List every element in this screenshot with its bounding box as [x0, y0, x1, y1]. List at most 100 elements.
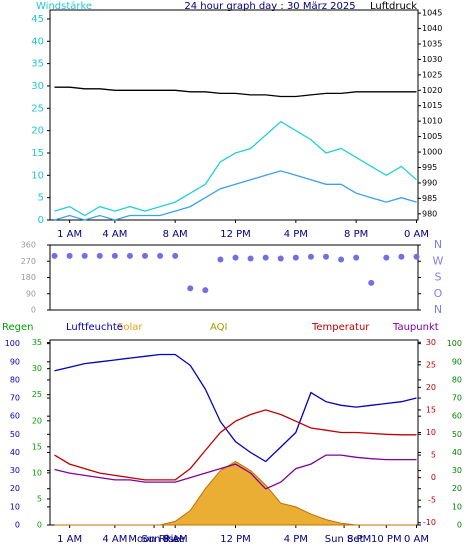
y-tick-label: 70	[452, 394, 462, 403]
y-tick-label: 20	[31, 126, 44, 137]
y-tick-label: 40	[31, 36, 44, 47]
y-tick-label: 985	[422, 194, 437, 203]
y-tick-label: 30	[31, 81, 44, 92]
y-tick-label: 5	[37, 494, 42, 503]
point	[368, 279, 375, 286]
y-tick-label: 30	[426, 338, 436, 347]
y-tick-label: 5	[38, 193, 44, 204]
y-tick-label: 0	[31, 306, 36, 315]
point	[247, 255, 254, 262]
y-tick-label: 1040	[422, 24, 442, 33]
line	[54, 454, 417, 490]
y-tick-label: 50	[10, 430, 20, 439]
y-tick-label: 50	[452, 430, 462, 439]
y-tick-label: O	[434, 287, 443, 300]
x-tick-label: 4 AM	[102, 534, 127, 545]
legend-label: Luftfeuchte	[66, 322, 123, 333]
line	[54, 86, 417, 98]
y-tick-label: 10	[452, 502, 462, 511]
y-tick-label: 0	[457, 521, 462, 530]
y-axis-title: Windstärke	[36, 1, 92, 12]
x-tick-label: Sun Rise	[141, 534, 184, 545]
y-tick-label: 1025	[422, 70, 442, 79]
x-tick-label: 12 PM	[220, 534, 251, 545]
point	[277, 255, 284, 262]
x-tick-label: 1 AM	[57, 534, 82, 545]
y-tick-label: 980	[422, 209, 437, 218]
point	[126, 252, 133, 259]
y-tick-label: 0	[15, 521, 20, 530]
line	[54, 353, 417, 463]
y-tick-label: S	[435, 271, 442, 284]
legend-label: Solar	[117, 322, 143, 333]
y-tick-label: 1045	[422, 9, 442, 18]
y-tick-label: 20	[32, 416, 42, 425]
y-tick-label: 1015	[422, 101, 442, 110]
point	[232, 254, 239, 261]
x-tick-label: 4 AM	[102, 229, 127, 240]
y-tick-label: 40	[452, 448, 462, 457]
plot-frame	[49, 244, 419, 311]
line	[54, 170, 417, 221]
y-tick-label: 10	[426, 428, 436, 437]
y-tick-label: 995	[422, 163, 437, 172]
y-tick-label: 60	[10, 412, 20, 421]
point	[51, 252, 58, 259]
y-tick-label: 90	[452, 357, 462, 366]
line	[54, 409, 417, 481]
y-tick-label: 360	[21, 241, 36, 250]
x-tick-label: 8 AM	[163, 229, 188, 240]
y4-axis-title: AQI	[210, 322, 228, 333]
y-tick-label: 30	[10, 466, 20, 475]
point	[142, 252, 149, 259]
y-tick-label: -5	[428, 496, 436, 505]
y-tick-label: N	[434, 303, 442, 316]
y-tick-label: W	[433, 254, 444, 267]
y3-axis-title: Regen	[2, 322, 34, 333]
point	[262, 254, 269, 261]
y-tick-label: 30	[32, 364, 42, 373]
y-tick-label: 20	[452, 484, 462, 493]
point	[187, 285, 194, 292]
y-tick-label: 180	[21, 273, 36, 282]
x-tick-label: Sun Set	[325, 534, 364, 545]
y-tick-label: 10	[32, 468, 42, 477]
point	[217, 256, 224, 263]
x-tick-label: 4 PM	[284, 229, 308, 240]
line	[54, 120, 417, 217]
x-tick-label: 1 AM	[57, 229, 82, 240]
point	[292, 254, 299, 261]
y-tick-label: 25	[31, 103, 44, 114]
x-tick-label: 4 PM	[284, 534, 308, 545]
point	[81, 252, 88, 259]
point	[157, 252, 164, 259]
y-tick-label: 0	[37, 521, 42, 530]
y-tick-label: 990	[422, 178, 437, 187]
y-tick-label: 40	[10, 448, 20, 457]
x-tick-label: 8 AM	[163, 534, 188, 545]
point	[111, 252, 118, 259]
y-tick-label: 0	[38, 215, 44, 226]
y-tick-label: 100	[447, 339, 462, 348]
y-tick-label: 90	[10, 357, 20, 366]
x-tick-label: 8 PM	[344, 229, 368, 240]
point	[398, 253, 405, 260]
y-tick-label: 5	[431, 451, 436, 460]
plot-frame	[49, 9, 419, 221]
y-tick-label: N	[434, 238, 442, 251]
x-tick-label: Moon Rise	[128, 534, 179, 545]
x-tick-label: 0 AM	[404, 229, 429, 240]
y-tick-label: 1035	[422, 39, 442, 48]
y-tick-label: 10	[31, 170, 44, 181]
y-tick-label: 45	[31, 14, 44, 25]
y-tick-label: 1010	[422, 117, 442, 126]
y-tick-label: 1000	[422, 148, 442, 157]
x-tick-label: 12 PM	[220, 229, 251, 240]
point	[413, 253, 420, 260]
y-tick-label: 25	[426, 360, 436, 369]
y-tick-label: 20	[10, 484, 20, 493]
x-tick-label: 8 PM	[347, 534, 371, 545]
y-tick-label: 30	[452, 466, 462, 475]
y-tick-label: 15	[32, 442, 42, 451]
